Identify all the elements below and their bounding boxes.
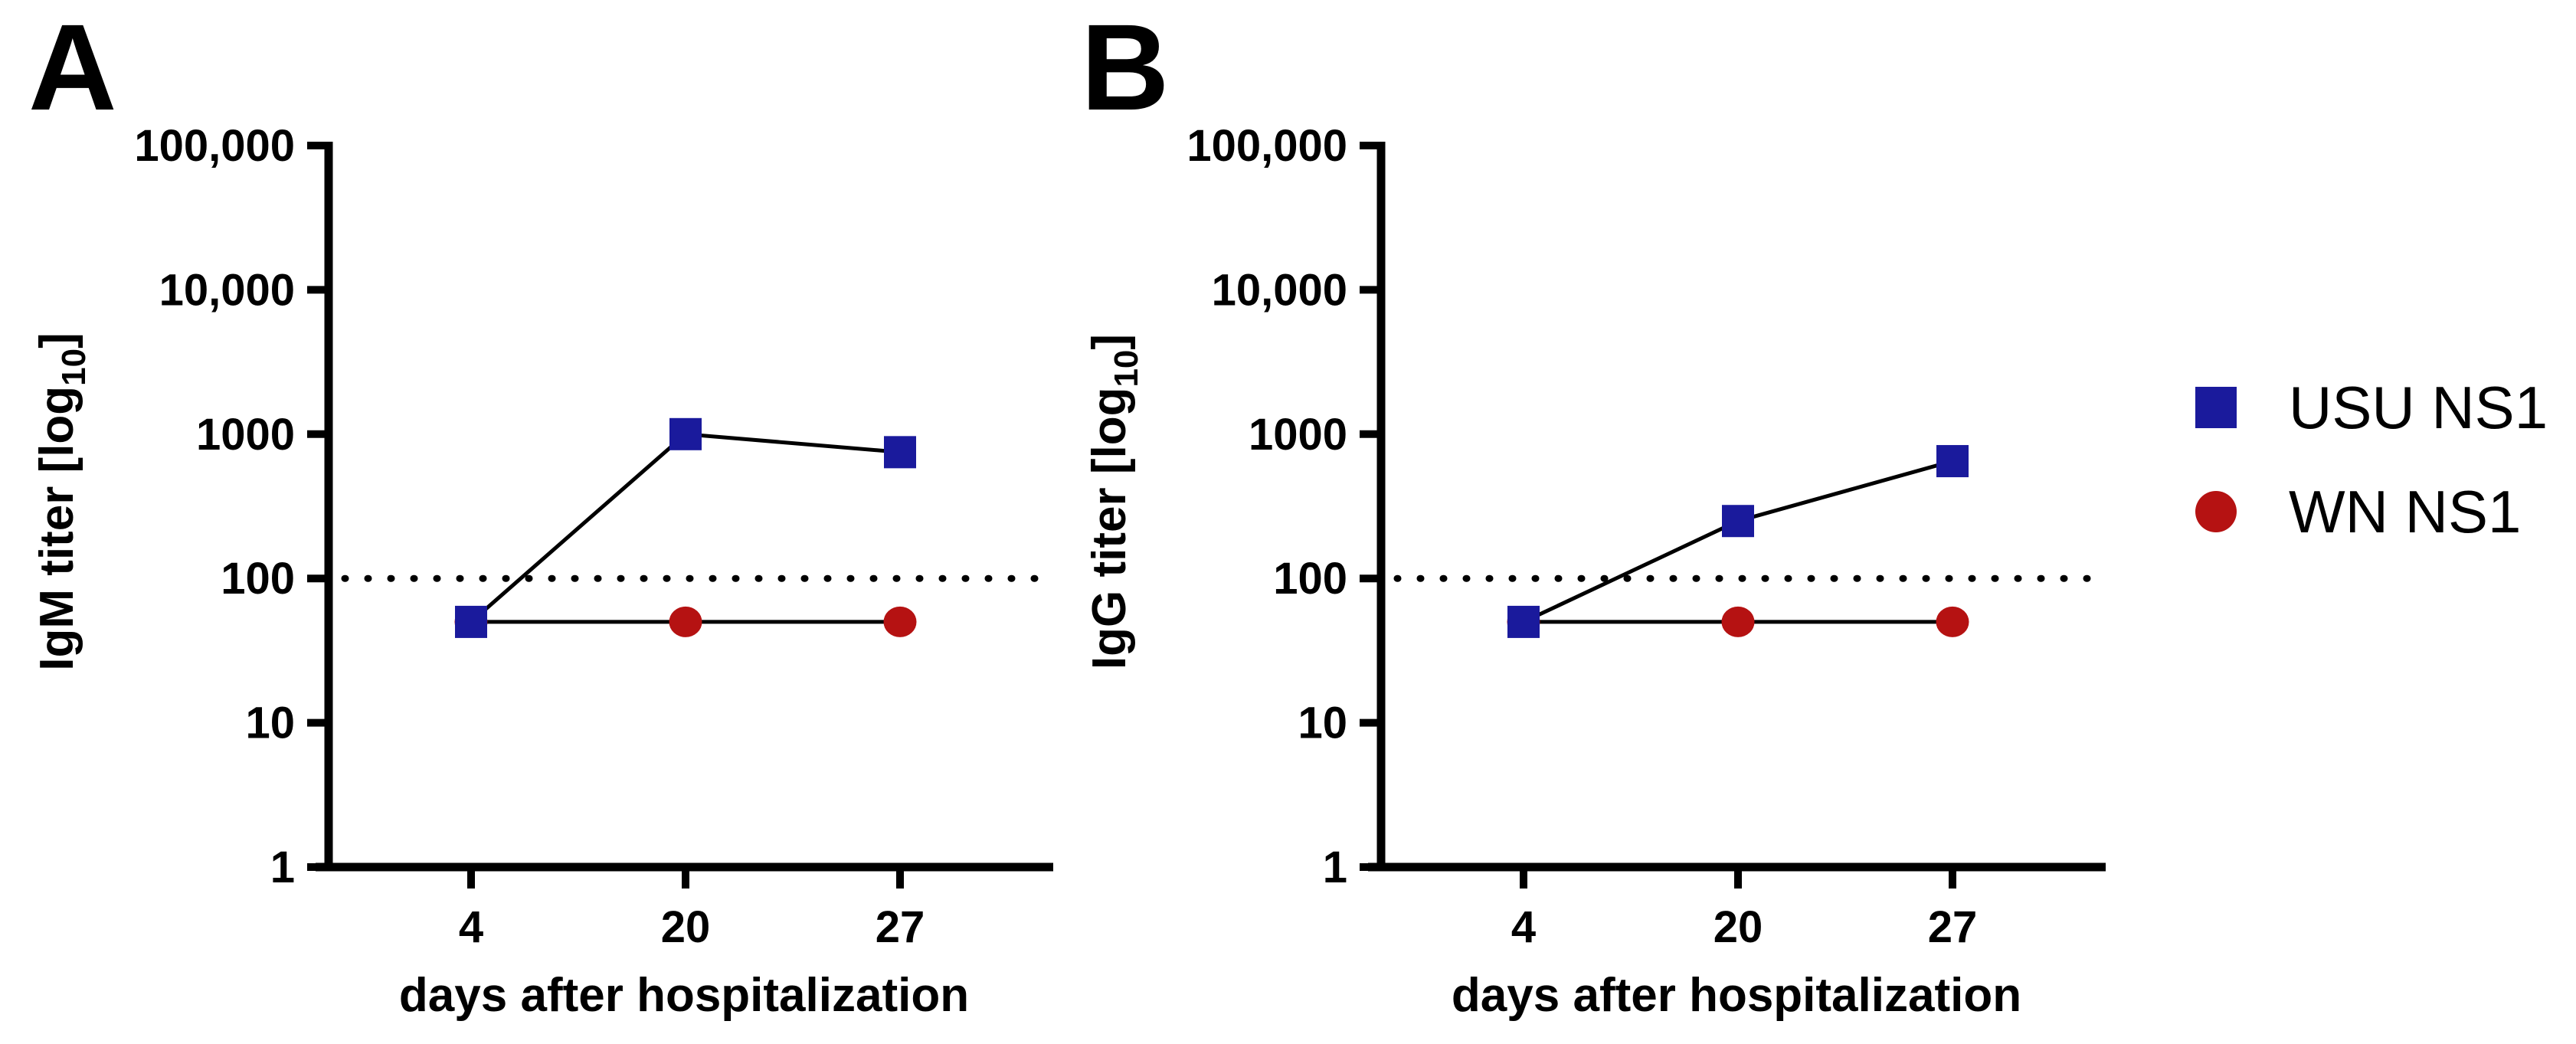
series-line <box>470 432 901 623</box>
x-tick-label: 4 <box>459 902 483 952</box>
series-line <box>1522 459 1953 624</box>
x-tick-label: 20 <box>1714 902 1763 952</box>
y-tick-label: 100 <box>221 554 295 604</box>
data-point-square-marker <box>884 436 916 469</box>
panel-letter: B <box>1081 0 1170 136</box>
data-point-circle-marker <box>1721 606 1755 637</box>
y-tick-label: 10 <box>1298 699 1347 748</box>
y-tick-label: 100,000 <box>1187 121 1347 171</box>
legend-label-usu-ns1: USU NS1 <box>2289 374 2548 441</box>
legend-item-usu-ns1: USU NS1 <box>2195 377 2548 438</box>
data-point-square-marker <box>1722 505 1754 538</box>
panel-B-chart: B 1 10 100 1000 10,000 100,000 4 20 27 IgG titer [… <box>1081 0 2106 1022</box>
red-circle-marker-icon <box>2195 491 2237 532</box>
data-point-square-marker <box>455 605 487 638</box>
y-tick-label: 100,000 <box>134 121 295 171</box>
data-point-square-marker <box>669 417 702 450</box>
y-tick-label: 1000 <box>1249 410 1347 460</box>
legend-item-wn-ns1: WN NS1 <box>2195 481 2548 542</box>
x-tick-label: 27 <box>876 902 925 952</box>
x-axis-title: days after hospitalization <box>1452 969 2021 1022</box>
y-tick-label: 100 <box>1273 554 1347 604</box>
blue-square-marker-icon <box>2195 387 2237 428</box>
y-tick-label: 1000 <box>196 410 295 460</box>
x-tick-label: 20 <box>661 902 711 952</box>
data-point-circle-marker <box>669 606 702 637</box>
y-tick-label: 10 <box>245 699 295 748</box>
data-point-square-marker <box>1936 445 1969 478</box>
legend-label-wn-ns1: WN NS1 <box>2289 478 2522 545</box>
data-point-square-marker <box>1507 605 1540 638</box>
y-tick-label: 10,000 <box>159 265 295 315</box>
data-point-circle-marker <box>1936 606 1969 637</box>
y-tick-label: 1 <box>1323 843 1347 892</box>
legend: USU NS1 WN NS1 <box>2195 377 2548 542</box>
panel-letter: A <box>28 0 117 136</box>
data-point-circle-marker <box>883 606 917 637</box>
y-axis-title: IgM titer [log10] <box>31 332 93 671</box>
panel-A-chart: A 1 10 100 1000 10,000 100,000 4 20 27 IgM titer [… <box>28 0 1053 1022</box>
y-axis-title: IgG titer [log10] <box>1083 334 1145 669</box>
x-tick-label: 4 <box>1511 902 1536 952</box>
x-tick-label: 27 <box>1928 902 1978 952</box>
x-axis-title: days after hospitalization <box>399 969 969 1022</box>
y-tick-label: 1 <box>270 843 295 892</box>
y-tick-label: 10,000 <box>1212 265 1347 315</box>
